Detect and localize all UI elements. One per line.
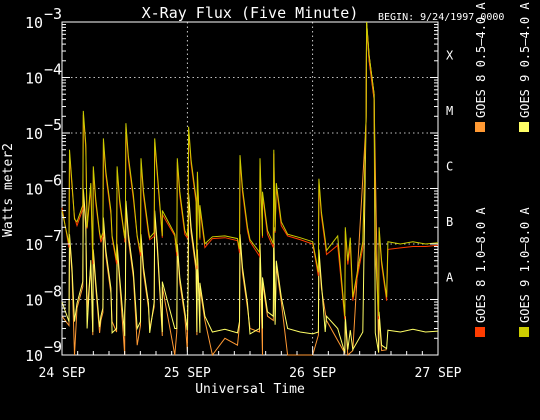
series-layer <box>61 21 439 357</box>
grid-lines <box>62 22 438 355</box>
x-axis: 24 SEP 25 SEP 26 SEP 27 SEP <box>39 347 462 381</box>
begin-label: BEGIN: 9/24/1997 0000 <box>378 12 504 23</box>
flare-class-labels: X M C B A <box>446 49 454 285</box>
x-tick-label: 24 SEP <box>39 366 86 381</box>
flare-class-m: M <box>446 104 453 118</box>
legend-swatch <box>519 122 529 132</box>
x-tick-label: 26 SEP <box>289 366 336 381</box>
flare-class-a: A <box>446 271 454 285</box>
legend: GOES 8 1.0–8.0 A GOES 8 0.5–4.0 A GOES 9 1… <box>474 2 532 337</box>
x-tick-label: 27 SEP <box>415 366 462 381</box>
y-tick-base: 10 <box>25 125 43 143</box>
chart-title: X-Ray Flux (Five Minute) <box>142 4 359 22</box>
y-tick-base: 10 <box>25 292 43 310</box>
y-tick-exponent: −9 <box>44 338 62 356</box>
y-tick-exponent: −4 <box>44 61 62 79</box>
legend-label: GOES 9 0.5–4.0 A <box>518 2 532 118</box>
series-line-1 <box>61 25 439 320</box>
legend-entry-4: GOES 9 0.5–4.0 A <box>518 2 532 132</box>
y-tick-label: 10 −8 <box>25 283 62 310</box>
y-tick-base: 10 <box>25 347 43 365</box>
series-line-2 <box>61 27 387 357</box>
y-tick-exponent: −6 <box>44 172 62 190</box>
legend-swatch <box>475 327 485 337</box>
legend-label: GOES 9 1.0–8.0 A <box>518 207 532 323</box>
legend-entry-2: GOES 8 0.5–4.0 A <box>474 2 488 132</box>
y-tick-label: 10 −4 <box>25 61 62 88</box>
y-tick-label: 10 −6 <box>25 172 62 199</box>
legend-entry-3: GOES 9 1.0–8.0 A <box>518 207 532 337</box>
legend-entry-1: GOES 8 1.0–8.0 A <box>474 207 488 337</box>
legend-label: GOES 8 0.5–4.0 A <box>474 2 488 118</box>
y-tick-label: 10 −3 <box>25 5 62 32</box>
y-tick-exponent: −7 <box>44 227 62 245</box>
y-tick-base: 10 <box>25 181 43 199</box>
x-axis-label: Universal Time <box>195 382 305 397</box>
legend-label: GOES 8 1.0–8.0 A <box>474 207 488 323</box>
legend-swatch <box>475 122 485 132</box>
y-axis: 10−910−810−710−610−510−410−3 <box>25 5 438 365</box>
flare-class-b: B <box>446 215 453 229</box>
y-tick-label: 10 −5 <box>25 116 62 143</box>
y-tick-base: 10 <box>25 14 43 32</box>
y-tick-label: 10 −7 <box>25 227 62 254</box>
y-tick-base: 10 <box>25 70 43 88</box>
flare-class-x: X <box>446 49 454 63</box>
legend-swatch <box>519 327 529 337</box>
x-tick-label: 25 SEP <box>164 366 211 381</box>
flare-class-c: C <box>446 160 453 174</box>
y-axis-label: Watts meter2 <box>1 143 16 237</box>
y-tick-exponent: −3 <box>44 5 62 23</box>
series-line-3 <box>61 21 439 317</box>
y-tick-label: 10 −9 <box>25 338 62 365</box>
y-tick-base: 10 <box>25 236 43 254</box>
y-tick-exponent: −8 <box>44 283 62 301</box>
y-tick-exponent: −5 <box>44 116 62 134</box>
